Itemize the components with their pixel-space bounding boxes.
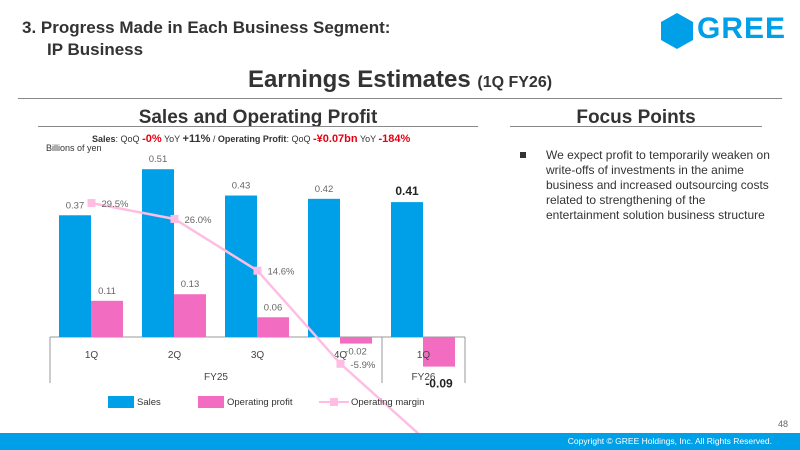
x-tick-label: 2Q <box>168 350 182 361</box>
focus-bullet-item: We expect profit to temporarily weaken o… <box>520 148 775 223</box>
op-profit-data-label: -0.09 <box>425 377 453 391</box>
page-title-main: Earnings Estimates <box>247 66 471 93</box>
op-profit-data-label: 0.06 <box>264 302 283 313</box>
gree-logo: GREE <box>661 12 791 49</box>
op-profit-bar <box>257 317 289 337</box>
sales-data-label: 0.51 <box>149 154 168 165</box>
summary-sales-label: Sales <box>92 134 116 144</box>
left-heading-underline <box>38 126 478 127</box>
op-profit-bar <box>340 337 372 344</box>
operating-margin-point <box>170 214 179 223</box>
x-tick-label: 1Q <box>417 350 431 361</box>
group-label-fy25: FY25 <box>204 372 228 383</box>
sales-data-label: 0.42 <box>315 184 334 195</box>
sales-bar <box>59 215 91 337</box>
sales-data-label: 0.41 <box>395 184 419 198</box>
logo-text: GREE <box>697 12 787 45</box>
op-profit-data-label: 0.11 <box>98 286 116 297</box>
summary-yoy-label-2: YoY <box>359 134 376 144</box>
op-profit-bar <box>91 300 123 337</box>
operating-margin-label: 29.5% <box>102 199 129 210</box>
operating-margin-label: -5.9% <box>351 360 376 371</box>
focus-bullet-text: We expect profit to temporarily weaken o… <box>546 148 770 222</box>
footer-bar: Copyright © GREE Holdings, Inc. All Righ… <box>0 433 800 450</box>
sales-bar <box>308 198 340 337</box>
operating-margin-point <box>87 199 96 208</box>
operating-margin-label: 14.6% <box>268 267 295 278</box>
x-tick-label: 4Q <box>334 350 348 361</box>
copyright: Copyright © GREE Holdings, Inc. All Righ… <box>567 436 772 446</box>
left-panel-heading: Sales and Operating Profit <box>138 107 378 128</box>
chart-legend: Sales Operating profit Operating margin <box>108 396 448 410</box>
sales-data-label: 0.43 <box>232 181 251 192</box>
title-divider <box>18 98 782 99</box>
hexagon-icon <box>661 13 693 49</box>
page-number: 48 <box>777 419 788 429</box>
summary-yoy-label: YoY <box>163 134 181 144</box>
page-title-sub: (1Q FY26) <box>477 74 553 91</box>
legend-op-label: Operating profit <box>227 397 293 408</box>
section-title-line2: IP Business <box>47 40 144 59</box>
bullet-square-icon <box>520 152 526 158</box>
sales-bar <box>142 169 174 337</box>
legend-op-swatch <box>198 396 224 408</box>
op-profit-bar <box>423 337 455 367</box>
operating-margin-point <box>253 266 262 275</box>
legend-margin-label: Operating margin <box>351 397 425 408</box>
focus-points: We expect profit to temporarily weaken o… <box>520 148 775 223</box>
op-profit-data-label: 0.13 <box>181 279 200 290</box>
op-profit-data-label: -0.02 <box>345 347 367 358</box>
operating-margin-label: 26.0% <box>185 215 212 226</box>
legend-sales-label: Sales <box>137 397 161 408</box>
summary-sales-qoq: -0% <box>142 133 162 145</box>
group-label-fy26: FY26 <box>412 372 436 383</box>
summary-op-yoy: -184% <box>378 133 411 145</box>
section-title: 3. Progress Made in Each Business Segmen… <box>22 17 390 61</box>
summary-qoq-label-2: QoQ <box>291 134 311 144</box>
sales-bar <box>391 202 423 337</box>
x-tick-label: 1Q <box>85 350 99 361</box>
right-panel-heading: Focus Points <box>576 107 696 128</box>
op-profit-bar <box>174 294 206 337</box>
summary-sales-yoy: +11% <box>182 133 211 145</box>
operating-margin-point <box>336 359 345 368</box>
right-heading-underline <box>510 126 762 127</box>
legend-sales-swatch <box>108 396 134 408</box>
summary-op-qoq: -¥0.07bn <box>312 133 358 145</box>
summary-op-label: Operating Profit <box>217 134 287 144</box>
chart-summary: Sales: QoQ -0% YoY +11% / Operating Prof… <box>92 133 411 145</box>
section-title-line1: 3. Progress Made in Each Business Segmen… <box>22 18 391 37</box>
summary-qoq-label: QoQ <box>120 134 140 144</box>
page-title: Earnings Estimates (1Q FY26) <box>0 66 800 94</box>
chart-unit-label: Billions of yen <box>46 143 102 153</box>
x-tick-label: 3Q <box>251 350 265 361</box>
sales-data-label: 0.37 <box>66 200 85 211</box>
legend-margin-swatch <box>319 398 349 406</box>
summary-separator: / <box>212 134 216 144</box>
